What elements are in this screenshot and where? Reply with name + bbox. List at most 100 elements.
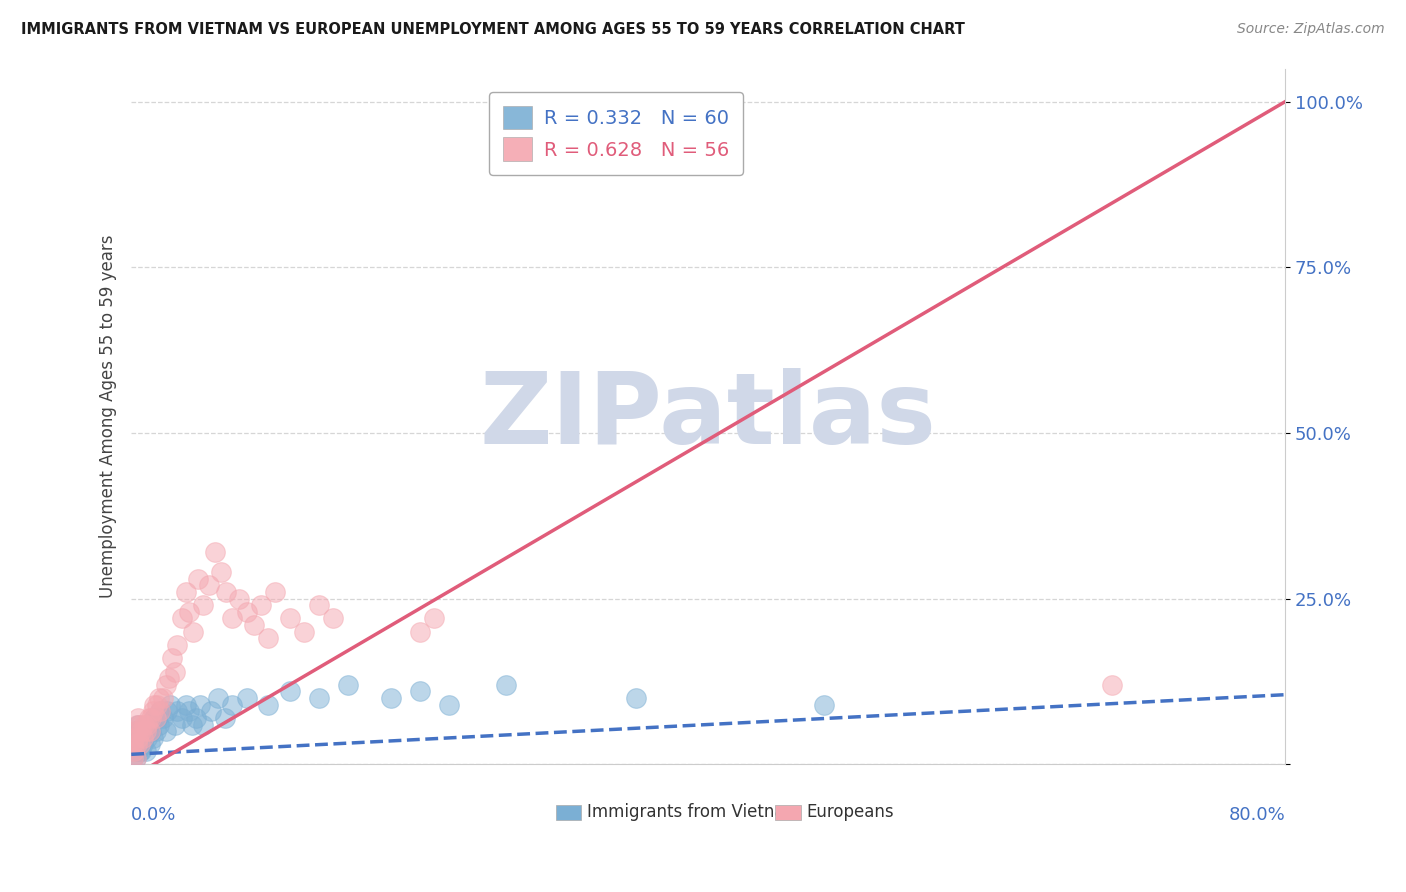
Point	[148, 691, 170, 706]
Point	[149, 704, 172, 718]
Point	[127, 711, 149, 725]
Point	[134, 731, 156, 745]
Point	[152, 711, 174, 725]
Point	[132, 731, 155, 745]
Point	[143, 711, 166, 725]
Text: ZIPatlas: ZIPatlas	[479, 368, 936, 465]
Point	[221, 698, 243, 712]
Point	[177, 704, 200, 718]
Point	[170, 711, 193, 725]
Point	[250, 599, 273, 613]
Point	[157, 671, 180, 685]
Point	[235, 605, 257, 619]
Point	[127, 744, 149, 758]
Point	[166, 704, 188, 718]
Point	[160, 651, 183, 665]
Point	[148, 717, 170, 731]
Text: 0.0%: 0.0%	[131, 806, 177, 824]
Point	[159, 698, 181, 712]
Point	[181, 624, 204, 639]
Point	[135, 724, 157, 739]
Point	[125, 731, 148, 745]
Point	[495, 678, 517, 692]
Point	[322, 611, 344, 625]
Point	[193, 717, 215, 731]
Point	[124, 724, 146, 739]
Point	[142, 731, 165, 745]
Point	[143, 698, 166, 712]
Text: 80.0%: 80.0%	[1229, 806, 1285, 824]
Point	[127, 731, 149, 745]
Point	[257, 698, 280, 712]
Point	[180, 717, 202, 731]
Point	[125, 738, 148, 752]
Point	[308, 691, 330, 706]
Point	[149, 704, 172, 718]
Point	[127, 717, 149, 731]
Text: Europeans: Europeans	[806, 804, 894, 822]
Point	[125, 744, 148, 758]
Point	[124, 724, 146, 739]
Point	[145, 711, 167, 725]
Point	[122, 744, 145, 758]
Y-axis label: Unemployment Among Ages 55 to 59 years: Unemployment Among Ages 55 to 59 years	[100, 235, 117, 599]
Point	[142, 704, 165, 718]
Point	[131, 731, 153, 745]
Point	[174, 698, 197, 712]
Point	[124, 750, 146, 764]
Point	[209, 565, 232, 579]
Point	[135, 724, 157, 739]
Point	[207, 691, 229, 706]
Point	[409, 684, 432, 698]
Point	[215, 585, 238, 599]
Point	[177, 605, 200, 619]
Point	[129, 724, 152, 739]
Point	[155, 678, 177, 692]
Point	[125, 717, 148, 731]
Point	[121, 750, 143, 764]
Point	[204, 545, 226, 559]
Point	[198, 578, 221, 592]
Point	[136, 717, 159, 731]
Point	[132, 738, 155, 752]
Text: IMMIGRANTS FROM VIETNAM VS EUROPEAN UNEMPLOYMENT AMONG AGES 55 TO 59 YEARS CORRE: IMMIGRANTS FROM VIETNAM VS EUROPEAN UNEM…	[21, 22, 965, 37]
Point	[174, 585, 197, 599]
Point	[380, 691, 402, 706]
Point	[235, 691, 257, 706]
Point	[187, 572, 209, 586]
Point	[214, 711, 236, 725]
FancyBboxPatch shape	[775, 805, 800, 820]
Point	[221, 611, 243, 625]
Point	[156, 704, 179, 718]
Legend: R = 0.332   N = 60, R = 0.628   N = 56: R = 0.332 N = 60, R = 0.628 N = 56	[489, 92, 742, 175]
FancyBboxPatch shape	[555, 805, 581, 820]
Point	[146, 698, 169, 712]
Point	[264, 585, 287, 599]
Point	[129, 717, 152, 731]
Point	[129, 738, 152, 752]
Point	[170, 611, 193, 625]
Point	[135, 744, 157, 758]
Point	[121, 738, 143, 752]
Point	[152, 691, 174, 706]
Point	[124, 750, 146, 764]
Point	[136, 731, 159, 745]
Point	[141, 711, 163, 725]
Point	[163, 665, 186, 679]
Point	[139, 724, 162, 739]
Point	[146, 711, 169, 725]
Point	[131, 724, 153, 739]
Point	[145, 724, 167, 739]
Point	[122, 731, 145, 745]
Point	[624, 691, 647, 706]
Point	[243, 618, 266, 632]
Point	[121, 750, 143, 764]
Point	[121, 738, 143, 752]
Point	[228, 591, 250, 606]
Text: Immigrants from Vietnam: Immigrants from Vietnam	[588, 804, 801, 822]
Point	[155, 724, 177, 739]
Point	[138, 717, 160, 731]
Point	[336, 678, 359, 692]
Point	[122, 744, 145, 758]
Point	[257, 632, 280, 646]
